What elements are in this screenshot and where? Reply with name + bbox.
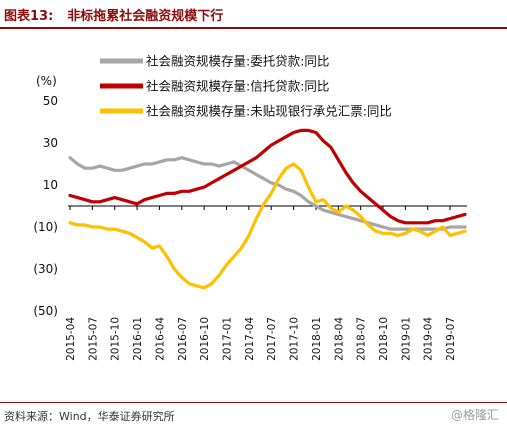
y-axis: 50 30 10 (10) (30) (50) [33,94,58,318]
y-tick-label: (50) [33,304,58,318]
legend-label: 社会融资规模存量:信托贷款:同比 [146,79,329,94]
y-tick-label: 30 [43,136,58,150]
figure-title: 图表13: 非标拖累社会融资规模下行 [4,5,223,24]
x-tick-label: 2019-01 [400,317,412,361]
legend: 社会融资规模存量:委托贷款:同比社会融资规模存量:信托贷款:同比社会融资规模存量… [100,54,392,119]
figure-title-text: 非标拖累社会融资规模下行 [67,9,224,24]
x-tick-label: 2018-04 [333,317,345,361]
footer-rule [0,402,507,403]
legend-label: 社会融资规模存量:委托贷款:同比 [146,54,329,69]
y-unit-label: (%) [36,74,57,88]
y-tick-label: 10 [43,178,58,192]
x-tick-label: 2016-07 [177,317,189,361]
x-tick-label: 2015-10 [110,317,122,361]
y-tick-label: 50 [43,94,58,108]
title-rule [0,27,507,29]
x-tick-label: 2017-01 [222,317,234,361]
series-lines [68,128,467,290]
x-tick-label: 2017-04 [244,317,256,361]
x-tick-label: 2015-07 [87,317,99,361]
x-tick-label: 2016-10 [199,317,211,361]
figure-number: 图表13: [4,9,54,24]
x-tick-label: 2017-07 [266,317,278,361]
legend-label: 社会融资规模存量:未贴现银行承兑汇票:同比 [146,104,392,119]
series-line-3 [68,162,467,290]
series-line-1 [68,156,467,231]
watermark: @格隆汇 [450,408,499,422]
x-tick-label: 2016-04 [154,317,166,361]
source-note: 资料来源：Wind，华泰证券研究所 [4,410,175,423]
x-tick-label: 2016-01 [132,317,144,361]
x-tick-label: 2018-01 [311,317,323,361]
y-tick-label: (10) [33,220,58,234]
x-tick-label: 2019-04 [423,317,435,361]
x-tick-label: 2015-04 [65,317,77,361]
x-axis: 2015-04 2015-07 2015-10 2016-01 2016-04 2016-… [65,206,457,361]
x-tick-label: 2019-07 [445,317,457,361]
y-tick-label: (30) [33,262,58,276]
x-tick-label: 2017-10 [289,317,301,361]
series-line-2 [68,128,467,225]
x-tick-label: 2018-07 [356,317,368,361]
x-tick-label: 2018-10 [378,317,390,361]
